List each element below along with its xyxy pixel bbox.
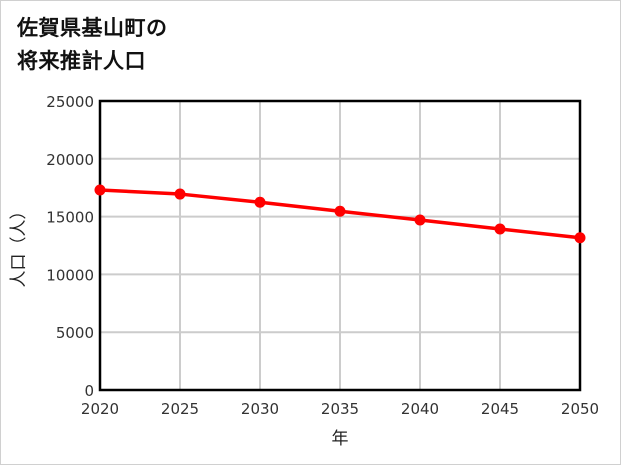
chart-title-line2: 将来推計人口 [17,49,146,73]
data-point-marker [574,232,586,244]
x-axis-label: 年 [332,429,349,449]
y-tick-label: 20000 [46,151,94,169]
series-population [94,184,586,244]
x-tick-label: 2040 [401,400,439,418]
x-tick-label: 2020 [81,400,119,418]
x-tick-label: 2035 [321,400,359,418]
chart-title-line1: 佐賀県基山町の [17,16,168,40]
gridlines [100,101,580,390]
data-point-marker [174,188,186,200]
x-tick-label: 2025 [161,400,199,418]
x-axis-ticks: 2020 2025 2030 2035 2040 2045 2050 [81,400,599,418]
data-point-marker [254,196,266,208]
y-tick-label: 5000 [56,324,94,342]
y-axis-label: 人口（人） [9,203,29,288]
data-point-marker [94,184,106,196]
y-tick-label: 25000 [46,93,94,111]
chart-title: 佐賀県基山町の 将来推計人口 [17,12,168,78]
y-axis-ticks: 0 5000 10000 15000 20000 25000 [46,93,94,400]
x-tick-label: 2050 [561,400,599,418]
x-tick-label: 2030 [241,400,279,418]
data-point-marker [494,223,506,235]
y-tick-label: 0 [84,382,94,400]
data-point-marker [334,205,346,217]
data-point-marker [414,214,426,226]
y-tick-label: 10000 [46,266,94,284]
plot-area [98,99,582,392]
x-tick-label: 2045 [481,400,519,418]
y-tick-label: 15000 [46,209,94,227]
